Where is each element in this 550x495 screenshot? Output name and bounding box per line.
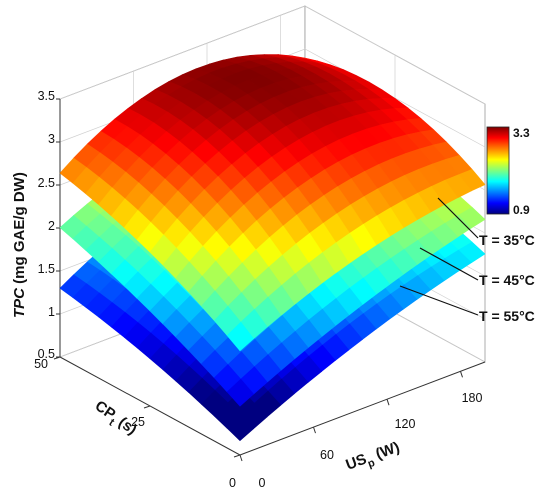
surface-0 — [59, 54, 486, 352]
series-label: T = 45°C — [479, 272, 535, 288]
z-tick-label: 1.5 — [38, 262, 55, 276]
x-tick-label: 0 — [259, 476, 266, 490]
series-label: T = 35°C — [479, 232, 535, 248]
surface-patch — [226, 415, 255, 442]
colorbar-min-label: 0.9 — [513, 203, 530, 217]
y-tick-label: 25 — [131, 415, 145, 429]
x-tick-label: 120 — [395, 417, 416, 431]
axes-edges — [53, 356, 486, 462]
x-tick-mark — [386, 399, 390, 406]
y-tick-label: 50 — [34, 357, 48, 371]
z-axis-label: TPC (mg GAE/g DW) — [11, 172, 28, 318]
surface-patch — [226, 378, 255, 407]
y-tick-mark — [233, 454, 241, 458]
x-axis-ticks: 0 60 120 180 — [259, 391, 483, 490]
annotation-leader — [399, 285, 479, 316]
series-label: T = 55°C — [479, 308, 535, 324]
x-tick-label: 180 — [462, 391, 483, 405]
x-tick-mark — [460, 371, 463, 378]
x-tick-label: 60 — [320, 448, 334, 462]
y-tick-mark — [53, 356, 61, 360]
annotation-leader — [419, 247, 479, 281]
colorbar: 3.3 0.9 — [486, 126, 530, 217]
z-gridline — [59, 5, 486, 105]
x-axis-label: USp (W) — [344, 439, 404, 478]
z-tick-label: 0.5 — [38, 347, 55, 361]
z-axis-ticks: 0.5 1 1.5 2 2.5 3 3.5 — [38, 89, 55, 361]
colorbar-max-label: 3.3 — [513, 126, 530, 140]
surface-patch — [226, 321, 255, 352]
z-tick-label: 1 — [48, 305, 55, 319]
y-axis-ticks: 50 25 0 — [34, 357, 236, 490]
y-tick-label: 0 — [229, 476, 236, 490]
colorbar-gradient — [486, 126, 510, 215]
surfaces — [59, 54, 486, 442]
annotation-leader — [437, 197, 479, 239]
y-tick-mark — [143, 405, 151, 409]
series-annotations: T = 35°C T = 45°C T = 55°C — [399, 197, 535, 324]
z-tick-label: 2 — [48, 219, 55, 233]
z-tick-label: 3.5 — [38, 89, 55, 103]
x-axis-line — [239, 361, 486, 456]
x-tick-mark — [313, 426, 316, 434]
z-tick-label: 2.5 — [38, 176, 55, 190]
y-axis-label: CPt (s) — [89, 397, 140, 441]
z-tick-label: 3 — [48, 132, 55, 146]
x-tick-mark — [239, 454, 243, 462]
